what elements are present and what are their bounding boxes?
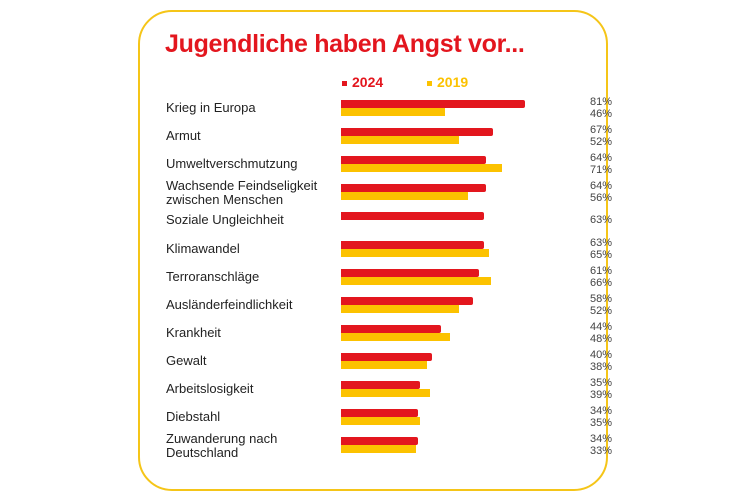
bar-2019 <box>341 192 469 201</box>
chart-card <box>138 10 608 491</box>
value-labels: 34% 33% <box>576 433 612 457</box>
bar-2019 <box>341 304 460 313</box>
category-label: Diebstahl <box>166 409 221 425</box>
value-label-2024: 34% <box>589 405 612 418</box>
value-label-2019: 66% <box>589 276 612 289</box>
bar-2024 <box>341 212 484 221</box>
bar-2024 <box>341 437 419 446</box>
bar-2019 <box>341 417 421 426</box>
bar-2019 <box>341 389 430 397</box>
bar-2024 <box>341 128 494 137</box>
category-label: Wachsende Feindseligkeit zwischen Mensch… <box>166 178 318 208</box>
bar-2024 <box>341 268 480 277</box>
value-labels: 35% 39% <box>576 377 612 401</box>
value-label-2024: 61% <box>589 264 612 277</box>
value-labels: 63% 65% <box>576 237 612 261</box>
value-label-2024: 40% <box>589 348 612 361</box>
category-label: Soziale Ungleichheit <box>166 212 284 228</box>
value-label-2019: 39% <box>589 389 612 401</box>
value-label-2019: 38% <box>589 360 612 373</box>
value-label-2024: 44% <box>589 320 612 333</box>
category-label: Gewalt <box>166 352 207 368</box>
legend-label: 2024 <box>352 74 384 90</box>
value-label-2024: 63% <box>589 236 612 249</box>
value-label-2024: 63% <box>589 214 612 227</box>
value-label-2019: 33% <box>589 445 612 458</box>
bar-2024 <box>341 184 487 193</box>
legend-swatch-2024 <box>342 80 347 86</box>
bar-2019 <box>341 136 460 145</box>
value-labels: 64% 56% <box>576 180 612 204</box>
value-label-2019: 56% <box>589 192 612 205</box>
bar-2019 <box>341 445 416 454</box>
value-label-2019: 52% <box>589 136 612 149</box>
value-label-2024: 64% <box>589 180 612 193</box>
value-labels: 81% 46% <box>576 96 612 120</box>
value-labels: 44% 48% <box>576 321 612 345</box>
value-label-2024: 34% <box>589 433 612 446</box>
value-labels: 67% 52% <box>576 124 612 148</box>
bar-2024 <box>341 324 441 333</box>
value-labels: 58% 52% <box>576 293 612 317</box>
bar-2019 <box>341 360 428 369</box>
value-labels: 64% 71% <box>576 152 612 176</box>
value-label-2019: 65% <box>589 248 612 261</box>
legend-2019: 2019 <box>427 74 468 90</box>
category-label: Krankheit <box>166 324 221 340</box>
legend-label: 2019 <box>437 74 469 90</box>
value-label-2024: 64% <box>589 152 612 165</box>
chart-title: Jugendliche haben Angst vor... <box>165 30 525 58</box>
value-label-2019: 35% <box>589 417 612 430</box>
bar-2019 <box>341 332 450 341</box>
value-label-2024: 67% <box>589 124 612 137</box>
bar-2024 <box>341 156 487 165</box>
category-label: Umweltverschmutzung <box>166 156 298 172</box>
value-labels: 40% 38% <box>576 349 612 373</box>
value-label-2024: 58% <box>589 292 612 305</box>
category-label: Klimawandel <box>166 240 240 256</box>
bar-2024 <box>341 352 432 361</box>
bar-2024 <box>341 381 421 389</box>
category-label: Ausländerfeindlichkeit <box>166 296 293 312</box>
legend-swatch-2019 <box>427 80 432 86</box>
value-label-2024: 35% <box>589 377 612 389</box>
value-label-2019: 48% <box>589 332 612 345</box>
value-labels: 61% 66% <box>576 265 612 289</box>
value-labels: 63% <box>576 214 612 226</box>
category-label: Zuwanderung nach Deutschland <box>166 431 278 461</box>
value-label-2019: 71% <box>589 164 612 177</box>
bar-2024 <box>341 240 484 249</box>
category-label: Terroranschläge <box>166 268 260 284</box>
bar-2024 <box>341 296 473 305</box>
bar-2024 <box>341 100 525 108</box>
bar-2019 <box>341 164 503 173</box>
category-label: Krieg in Europa <box>166 100 256 115</box>
value-labels: 34% 35% <box>576 405 612 429</box>
value-label-2019: 52% <box>589 304 612 317</box>
bar-2019 <box>341 108 446 116</box>
category-label: Arbeitslosigkeit <box>166 381 254 396</box>
value-label-2024: 81% <box>589 96 612 108</box>
bar-2019 <box>341 248 489 257</box>
bar-2024 <box>341 409 419 418</box>
bar-2019 <box>341 276 491 285</box>
value-label-2019: 46% <box>589 108 612 120</box>
legend-2024: 2024 <box>342 74 383 90</box>
category-label: Armut <box>166 128 201 144</box>
